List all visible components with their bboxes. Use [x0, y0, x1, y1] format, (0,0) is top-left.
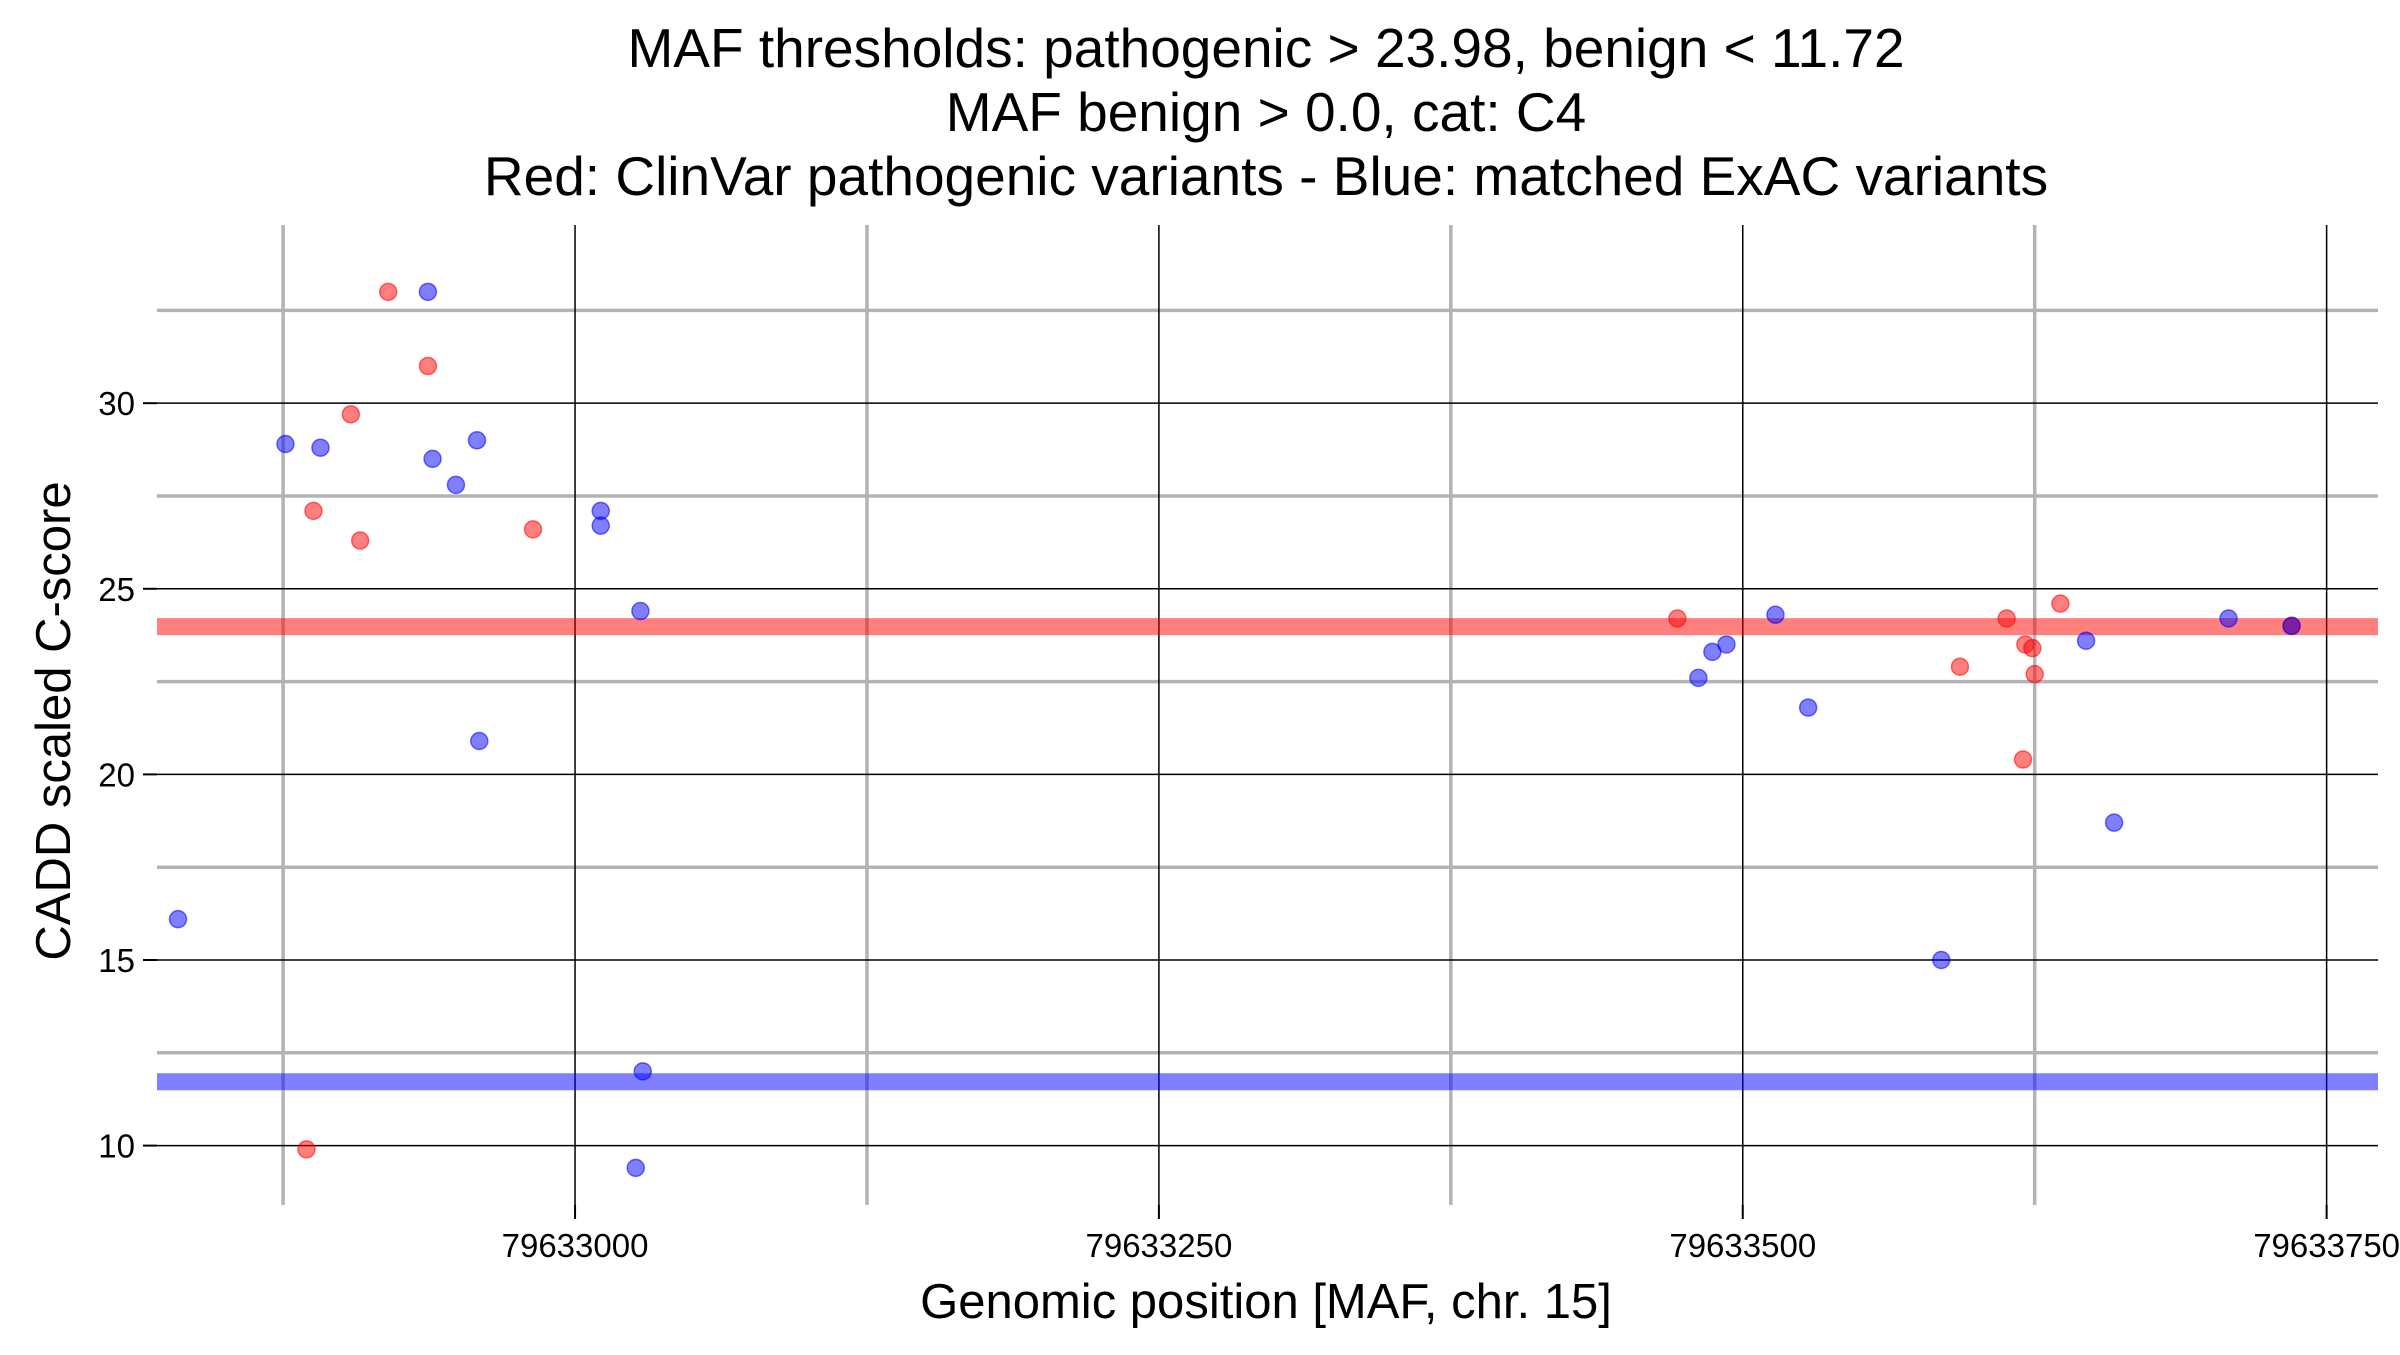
benign-point	[1932, 950, 1951, 970]
pathogenic-point	[1668, 609, 1687, 628]
threshold-lines	[157, 618, 2378, 1091]
benign-point	[2076, 631, 2096, 651]
chart-title-line-2: MAF benign > 0.0, cat: C4	[946, 81, 1586, 143]
benign-point	[1689, 668, 1708, 688]
pathogenic-point	[297, 1140, 316, 1159]
pathogenic-point	[523, 520, 543, 539]
benign-point	[633, 1062, 653, 1081]
x-tick-label: 79633000	[502, 1227, 649, 1264]
benign-point	[470, 731, 489, 751]
benign-point	[446, 475, 466, 495]
x-tick-label: 79633500	[1669, 1227, 1816, 1264]
benign-point	[631, 601, 650, 621]
pathogenic-point	[341, 405, 361, 424]
grid-lines	[157, 225, 2378, 1205]
pathogenic-point	[304, 501, 323, 521]
benign-point	[423, 449, 442, 469]
pathogenic-point	[2025, 664, 2044, 684]
pathogenic-point	[378, 282, 398, 302]
benign-point	[1717, 635, 1736, 654]
pathogenic-point	[2013, 750, 2033, 769]
y-tick-label: 30	[98, 385, 135, 422]
benign-point	[2219, 609, 2238, 628]
chart-title-line-3: Red: ClinVar pathogenic variants - Blue:…	[484, 145, 2048, 207]
x-axis-title: Genomic position [MAF, chr. 15]	[920, 1275, 1612, 1329]
benign-point	[1766, 605, 1785, 625]
y-tick-label: 15	[98, 942, 135, 979]
pathogenic-point	[2023, 638, 2042, 658]
benign-point	[311, 438, 330, 457]
benign-point	[591, 516, 610, 535]
benign-point	[467, 431, 487, 450]
pathogenic-point	[418, 356, 438, 376]
pathogenic-point	[1997, 609, 2016, 628]
pathogenic-point	[2051, 594, 2070, 613]
y-tick-label: 25	[98, 571, 135, 608]
x-tick-label: 79633250	[1085, 1227, 1232, 1264]
y-tick-label: 20	[98, 756, 135, 793]
pathogenic-point	[350, 531, 370, 550]
benign-point	[276, 434, 295, 454]
axis-ticks: 79633000 79633250 79633500 79633750 10 15 20 25…	[98, 385, 2400, 1264]
benign-point	[626, 1158, 646, 1178]
benign-point	[2104, 813, 2124, 832]
benign-point	[1798, 698, 1818, 717]
data-points	[168, 282, 2301, 1178]
x-tick-label: 79633750	[2253, 1227, 2400, 1264]
benign-point	[168, 909, 188, 929]
pathogenic-point	[1950, 657, 1970, 676]
y-axis-title: CADD scaled C-score	[27, 481, 81, 960]
benign-point	[418, 282, 438, 302]
chart-title-line-1: MAF thresholds: pathogenic > 23.98, beni…	[627, 17, 1904, 79]
benign-point	[2282, 616, 2301, 636]
y-tick-label: 10	[98, 1128, 135, 1165]
